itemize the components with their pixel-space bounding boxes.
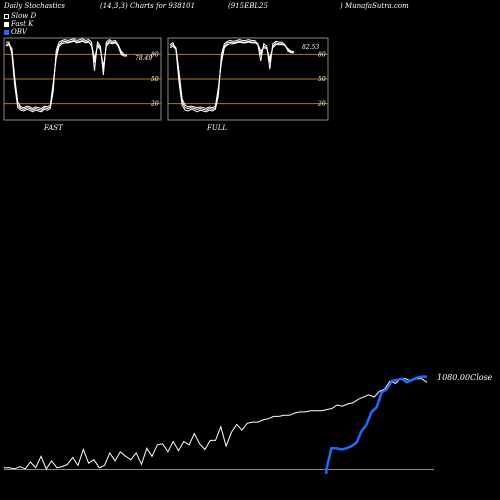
chart-title: Daily Stochastics: [4, 2, 66, 10]
panel-fast-last-value: 78.49: [135, 55, 152, 62]
panel-fast-series-1: [6, 38, 127, 113]
chart-symbol: (915EBL25: [228, 2, 268, 10]
panel-full-series-2: [169, 41, 295, 110]
panel-full-tick-80: 80: [318, 51, 326, 58]
legend-obv: OBV: [4, 28, 27, 36]
panel-fast-tick-20: 20: [150, 101, 159, 108]
panel-full-series-1: [169, 39, 294, 113]
site-name: ) MunafaSutra.com: [340, 2, 409, 10]
obv-line: [325, 375, 427, 474]
close-value-label: 1080.00Close: [437, 373, 493, 382]
legend-label-obv: OBV: [11, 28, 27, 36]
panel-full-tick-20: 20: [317, 101, 326, 108]
legend-slow-d: Slow D: [4, 12, 36, 20]
legend-swatch-fast-k: [4, 21, 9, 27]
legend-swatch-slow-d: [4, 13, 9, 19]
panel-full-series-0: [169, 40, 294, 111]
legend-label-slow-d: Slow D: [11, 12, 37, 20]
panel-fast-series-0: [5, 39, 127, 111]
panel-fast-tick-50: 50: [151, 76, 159, 83]
panel-full-tick-50: 50: [318, 76, 326, 83]
close-line: [4, 378, 428, 470]
panel-full-last-value: 82.53: [302, 44, 319, 51]
panel-label-fast: FAST: [44, 124, 63, 132]
panel-fast-series-2: [5, 40, 128, 110]
panel-fast-tick-80: 80: [151, 51, 159, 58]
legend-fast-k: Fast K: [4, 20, 33, 28]
legend-swatch-obv: [4, 29, 9, 35]
chart-params: (14,3,3) Charts for 938101: [100, 2, 196, 10]
panel-label-full: FULL: [207, 124, 228, 132]
legend-label-fast-k: Fast K: [11, 20, 34, 28]
